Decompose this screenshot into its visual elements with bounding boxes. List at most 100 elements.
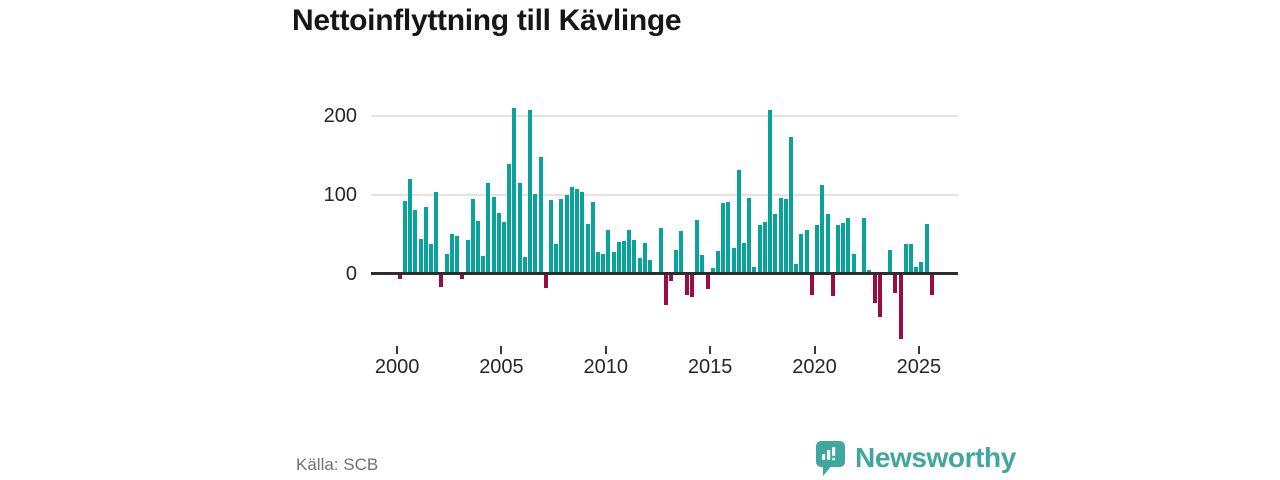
bar [867, 269, 872, 274]
x-axis-tick [500, 346, 503, 354]
bar [606, 230, 611, 274]
bar [533, 193, 538, 274]
bar [580, 191, 585, 274]
bar [768, 109, 773, 274]
bar [888, 249, 893, 274]
bar [543, 275, 548, 289]
bar [402, 201, 407, 274]
bar [799, 234, 804, 274]
bar [460, 275, 465, 279]
bar [611, 252, 616, 274]
x-axis-tick [917, 346, 920, 354]
bar [825, 214, 830, 274]
bar [475, 220, 480, 274]
bar [903, 243, 908, 274]
x-axis-tick-label: 2015 [687, 356, 733, 378]
y-axis-label: 0 [345, 262, 357, 285]
bar [783, 198, 788, 274]
bar [830, 275, 835, 297]
bar [914, 267, 919, 274]
bar [642, 242, 647, 274]
bar [632, 240, 637, 274]
bar [595, 252, 600, 274]
bar [569, 186, 574, 274]
bar [752, 267, 757, 274]
bar [559, 198, 564, 274]
x-axis-tick [709, 346, 712, 354]
bar [538, 156, 543, 274]
bar [663, 275, 668, 305]
bar [872, 275, 877, 304]
bar [742, 242, 747, 274]
zero-axis-line [371, 272, 958, 275]
bar [397, 275, 402, 279]
bar [695, 219, 700, 274]
bar [700, 254, 705, 274]
bar [679, 230, 684, 274]
bar [423, 207, 428, 274]
bar [434, 192, 439, 274]
bar [710, 267, 715, 274]
bar [919, 261, 924, 274]
x-axis-tick-label: 2025 [896, 356, 942, 378]
bar [616, 242, 621, 274]
bar [627, 230, 632, 274]
x-axis-tick [396, 346, 399, 354]
bar [486, 182, 491, 274]
bar [862, 218, 867, 274]
x-axis-tick [604, 346, 607, 354]
bar [684, 275, 689, 295]
x-axis-tick-label: 2000 [374, 356, 420, 378]
bar [444, 253, 449, 274]
chart-title: Nettoinflyttning till Kävlinge [292, 4, 682, 37]
bar [689, 275, 694, 298]
bar [721, 203, 726, 274]
bar [794, 264, 799, 274]
bar [658, 227, 663, 274]
bar [747, 197, 752, 274]
bar [449, 234, 454, 274]
bar [762, 221, 767, 274]
bar [715, 251, 720, 274]
bar [851, 253, 856, 274]
bar [465, 240, 470, 274]
source-label: Källa: SCB [296, 455, 379, 474]
bar [512, 108, 517, 274]
bar [507, 164, 512, 274]
bar [898, 275, 903, 339]
bar [757, 225, 762, 274]
bar [877, 275, 882, 317]
bar [502, 221, 507, 274]
bar [669, 275, 674, 282]
bar [575, 189, 580, 274]
x-axis-tick-label: 2005 [479, 356, 524, 378]
newsworthy-wordmark: Newsworthy [855, 442, 1016, 473]
bar [789, 137, 794, 274]
bar [554, 243, 559, 274]
bar [549, 200, 554, 274]
bar [491, 197, 496, 274]
bar [528, 110, 533, 274]
y-axis-label: 100 [323, 183, 357, 206]
bar [815, 224, 820, 274]
bar [601, 253, 606, 274]
bar [909, 243, 914, 274]
bar [841, 223, 846, 274]
bar [804, 230, 809, 274]
x-axis-tick [813, 346, 816, 354]
bar [778, 197, 783, 274]
bar [481, 256, 486, 274]
bar [846, 218, 851, 274]
gridline [371, 115, 958, 117]
bar [622, 241, 627, 274]
x-axis-tick-label: 2020 [792, 356, 837, 378]
bar [648, 260, 653, 274]
bar [773, 213, 778, 274]
bar [585, 223, 590, 274]
bar [820, 185, 825, 274]
bar [455, 235, 460, 274]
bar [924, 223, 929, 274]
y-axis-label: 200 [323, 105, 357, 127]
gridline [371, 193, 958, 196]
